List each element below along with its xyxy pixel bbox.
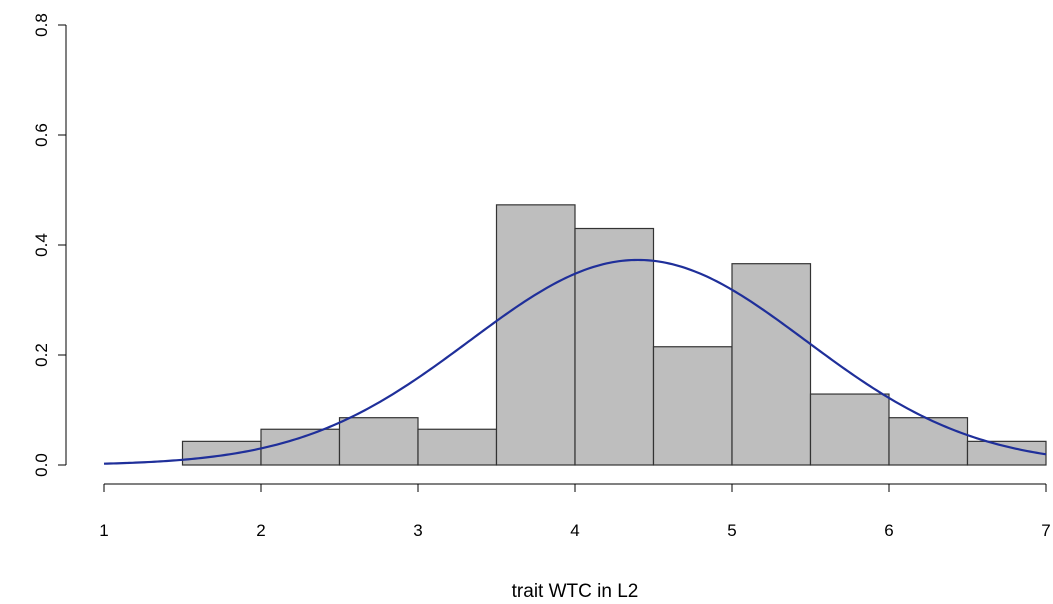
density-curve: [103, 258, 1047, 465]
y-axis: 0.0 0.2 0.4 0.6 0.8: [32, 13, 67, 477]
x-tick-label: 6: [884, 521, 893, 540]
x-axis-title: trait WTC in L2: [512, 581, 639, 602]
x-tick-label: 2: [256, 521, 265, 540]
histogram-bar-8: [731, 263, 812, 466]
x-tick-label: 1: [99, 521, 108, 540]
histogram-bar-3: [338, 417, 419, 466]
histogram-bar-6: [574, 227, 655, 466]
bars-group: [181, 204, 1047, 466]
x-tick-label: 4: [570, 521, 579, 540]
histogram-bar-11: [966, 440, 1047, 466]
histogram-bar-1: [181, 440, 262, 466]
histogram-bar-10: [888, 417, 969, 466]
y-tick-label: 0.4: [32, 233, 51, 257]
y-tick-label: 0.0: [32, 453, 51, 477]
histogram-bar-2: [260, 428, 341, 466]
histogram-bar-5: [495, 204, 576, 466]
histogram-bar-7: [652, 346, 733, 466]
x-axis: 1 2 3 4 5 6 7: [99, 483, 1051, 540]
x-tick-label: 7: [1041, 521, 1050, 540]
x-tick-label: 5: [727, 521, 736, 540]
histogram-bar-9: [809, 393, 890, 466]
x-tick-label: 3: [413, 521, 422, 540]
histogram-bar-4: [417, 428, 498, 466]
y-tick-label: 0.6: [32, 123, 51, 147]
y-tick-label: 0.8: [32, 13, 51, 37]
y-tick-label: 0.2: [32, 343, 51, 367]
